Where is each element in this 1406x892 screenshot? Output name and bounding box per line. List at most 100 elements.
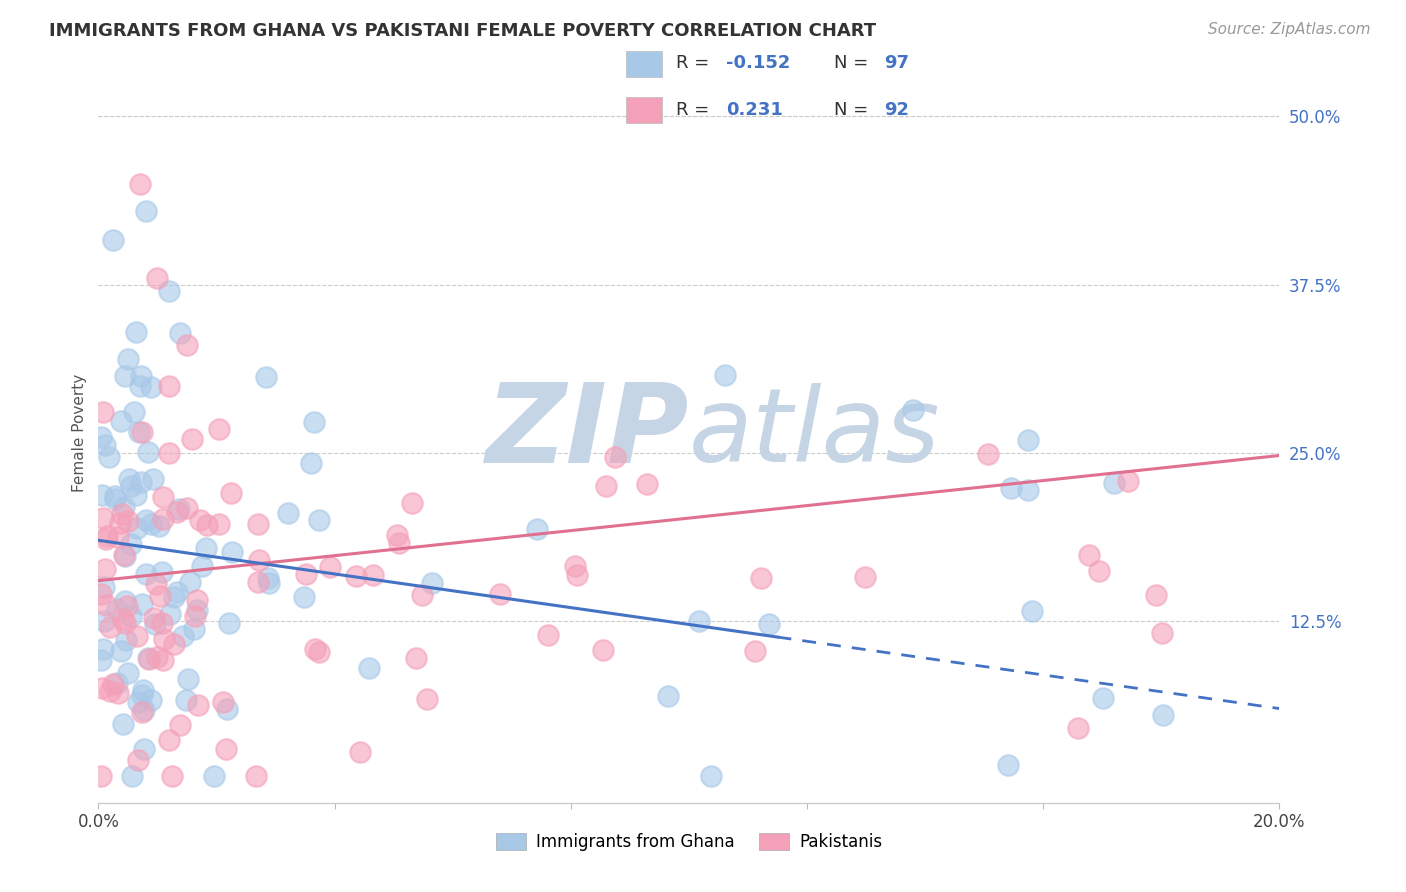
Legend: Immigrants from Ghana, Pakistanis: Immigrants from Ghana, Pakistanis <box>489 826 889 857</box>
Point <box>120 537 142 551</box>
Point <box>132 742 155 756</box>
Point <box>1091 691 1114 706</box>
Point <box>257 575 280 590</box>
Point <box>636 477 658 491</box>
Point <box>114 615 136 630</box>
Point <box>93 614 115 628</box>
Point <box>94 437 117 451</box>
Point <box>142 610 165 624</box>
Point <box>247 517 270 532</box>
Point <box>254 369 277 384</box>
Point <box>405 651 427 665</box>
Point <box>97 450 120 464</box>
Point <box>152 490 174 504</box>
Point <box>194 541 217 556</box>
Point <box>120 479 142 493</box>
Point <box>91 405 114 419</box>
Text: IMMIGRANTS FROM GHANA VS PAKISTANI FEMALE POVERTY CORRELATION CHART: IMMIGRANTS FROM GHANA VS PAKISTANI FEMAL… <box>49 22 876 40</box>
Point <box>212 695 235 709</box>
Point <box>603 450 626 464</box>
Point <box>172 629 194 643</box>
Text: ZIP: ZIP <box>485 379 689 486</box>
Point <box>107 676 129 690</box>
Point <box>197 518 219 533</box>
Point <box>420 576 443 591</box>
Point <box>595 478 617 492</box>
Text: atlas: atlas <box>689 383 941 483</box>
Point <box>208 516 231 531</box>
Point <box>114 548 136 562</box>
Point <box>302 415 325 429</box>
Point <box>179 575 201 590</box>
Point <box>128 378 150 392</box>
Point <box>183 622 205 636</box>
Point <box>163 637 186 651</box>
Text: -0.152: -0.152 <box>727 54 790 72</box>
Point <box>246 574 269 589</box>
Point <box>111 612 134 626</box>
Point <box>415 692 437 706</box>
Point <box>91 641 114 656</box>
Point <box>132 683 155 698</box>
Point <box>215 742 238 756</box>
Point <box>157 285 180 299</box>
Point <box>94 561 117 575</box>
Point <box>131 705 153 719</box>
Point <box>98 684 121 698</box>
Point <box>107 530 129 544</box>
Point <box>186 593 208 607</box>
Point <box>657 689 679 703</box>
Point <box>1152 707 1174 722</box>
Point <box>997 757 1019 772</box>
Point <box>308 513 330 527</box>
Point <box>526 523 548 537</box>
Point <box>299 456 322 470</box>
Point <box>292 591 315 605</box>
Point <box>1067 721 1090 735</box>
Point <box>150 565 173 579</box>
Point <box>128 177 150 191</box>
Point <box>166 505 188 519</box>
Text: R =: R = <box>676 101 716 119</box>
Point <box>125 325 148 339</box>
Point <box>139 516 162 531</box>
Text: N =: N = <box>834 54 875 72</box>
Point <box>114 594 136 608</box>
Point <box>388 536 411 550</box>
Point <box>401 495 423 509</box>
Point <box>96 529 118 543</box>
Point <box>294 566 316 581</box>
Text: Source: ZipAtlas.com: Source: ZipAtlas.com <box>1208 22 1371 37</box>
Point <box>152 512 174 526</box>
Point <box>114 549 136 563</box>
Point <box>125 488 148 502</box>
Point <box>138 652 160 666</box>
Point <box>118 472 141 486</box>
Point <box>149 589 172 603</box>
Point <box>489 587 512 601</box>
Point <box>91 681 114 695</box>
Point <box>1078 548 1101 562</box>
Point <box>98 620 121 634</box>
Point <box>135 567 157 582</box>
Point <box>143 616 166 631</box>
Point <box>139 380 162 394</box>
Point <box>110 414 132 428</box>
Point <box>1017 434 1039 448</box>
Point <box>700 769 723 783</box>
Point <box>1150 626 1173 640</box>
Point <box>115 599 138 614</box>
Point <box>169 326 191 341</box>
Point <box>319 559 342 574</box>
Point <box>159 607 181 622</box>
Point <box>131 597 153 611</box>
Text: 97: 97 <box>884 54 910 72</box>
Text: R =: R = <box>676 54 716 72</box>
Point <box>160 769 183 783</box>
Point <box>176 501 198 516</box>
Point <box>111 507 134 521</box>
Point <box>91 488 114 502</box>
Point <box>105 602 128 616</box>
Point <box>135 513 157 527</box>
Point <box>127 695 149 709</box>
